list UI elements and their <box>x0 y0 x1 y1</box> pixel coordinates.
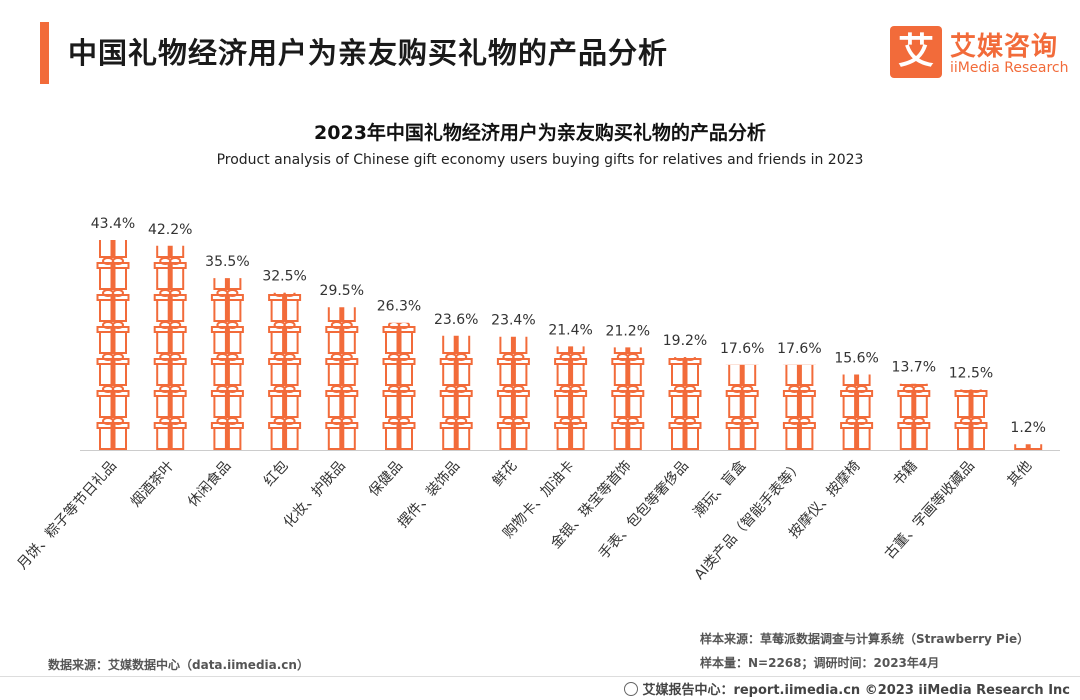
value-label: 1.2% <box>1010 420 1046 436</box>
category-label: AI类产品（智能手表等） <box>691 457 806 583</box>
data-source: 数据来源：艾媒数据中心（data.iimedia.cn） <box>48 658 309 672</box>
page-title: 中国礼物经济用户为亲友购买礼物的产品分析 <box>68 36 669 70</box>
bar-10 <box>668 357 702 450</box>
bar-5 <box>382 322 416 450</box>
category-label: 鲜花 <box>490 458 521 490</box>
footer: 艾媒报告中心：report.iimedia.cn ©2023 iiMedia R… <box>624 679 1070 698</box>
bar-0 <box>96 239 130 450</box>
bar-16 <box>1014 444 1043 450</box>
bar-12 <box>782 364 816 450</box>
bar-15 <box>954 389 988 450</box>
category-label: 烟酒茶叶 <box>128 458 177 510</box>
bar-6 <box>439 335 473 450</box>
iimedia-logo: 艾 艾媒咨询 iiMedia Research <box>890 26 1070 82</box>
value-label: 13.7% <box>892 360 936 376</box>
logo-mark <box>890 26 942 78</box>
bar-7 <box>496 336 530 450</box>
category-label: 红包 <box>261 458 292 490</box>
bar-1 <box>153 245 187 450</box>
chart-subtitle: Product analysis of Chinese gift economy… <box>216 152 864 168</box>
value-label: 26.3% <box>377 299 421 315</box>
bar-4 <box>325 307 359 450</box>
bar-3 <box>268 292 302 450</box>
bar-2 <box>210 278 244 450</box>
value-label: 17.6% <box>720 341 764 357</box>
chart-title: 2023年中国礼物经济用户为亲友购买礼物的产品分析 <box>314 122 766 144</box>
bar-9 <box>611 347 645 450</box>
value-label: 42.2% <box>148 222 192 238</box>
logo-glyph: 艾 <box>897 31 934 72</box>
category-label: 其他 <box>1005 458 1036 490</box>
sample-size: 样本量：N=2268；调研时间：2023年4月 <box>700 656 940 670</box>
bar-14 <box>897 383 931 450</box>
value-label: 23.6% <box>434 312 478 328</box>
footer-text: 艾媒报告中心：report.iimedia.cn ©2023 iiMedia R… <box>642 683 1070 698</box>
value-label: 32.5% <box>262 269 306 285</box>
value-label: 15.6% <box>834 350 878 366</box>
bar-11 <box>725 364 759 450</box>
report-center-icon <box>624 682 639 696</box>
category-label: 书籍 <box>889 457 920 489</box>
sample-source: 样本来源：草莓派数据调查与计算系统（Strawberry Pie） <box>700 632 1030 646</box>
value-label: 43.4% <box>91 216 135 232</box>
value-label: 21.4% <box>548 322 592 338</box>
value-label: 12.5% <box>949 366 993 382</box>
bar-13 <box>840 374 874 450</box>
footer-divider <box>0 676 1080 677</box>
category-label: 潮玩、盲盒 <box>690 457 749 520</box>
category-label: 休闲食品 <box>184 457 234 510</box>
title-accent-bar <box>40 22 49 84</box>
value-label: 17.6% <box>777 341 821 357</box>
value-label: 23.4% <box>491 313 535 329</box>
value-label: 35.5% <box>205 254 249 270</box>
logo-name-cn: 艾媒咨询 <box>950 32 1059 62</box>
value-label: 29.5% <box>320 283 364 299</box>
value-label: 21.2% <box>606 323 650 339</box>
value-label: 19.2% <box>663 333 707 349</box>
category-label: 保健品 <box>366 458 406 500</box>
bar-8 <box>554 346 588 450</box>
logo-name-en: iiMedia Research <box>950 60 1069 76</box>
category-label: 月饼、粽子等节日礼品 <box>14 457 120 572</box>
